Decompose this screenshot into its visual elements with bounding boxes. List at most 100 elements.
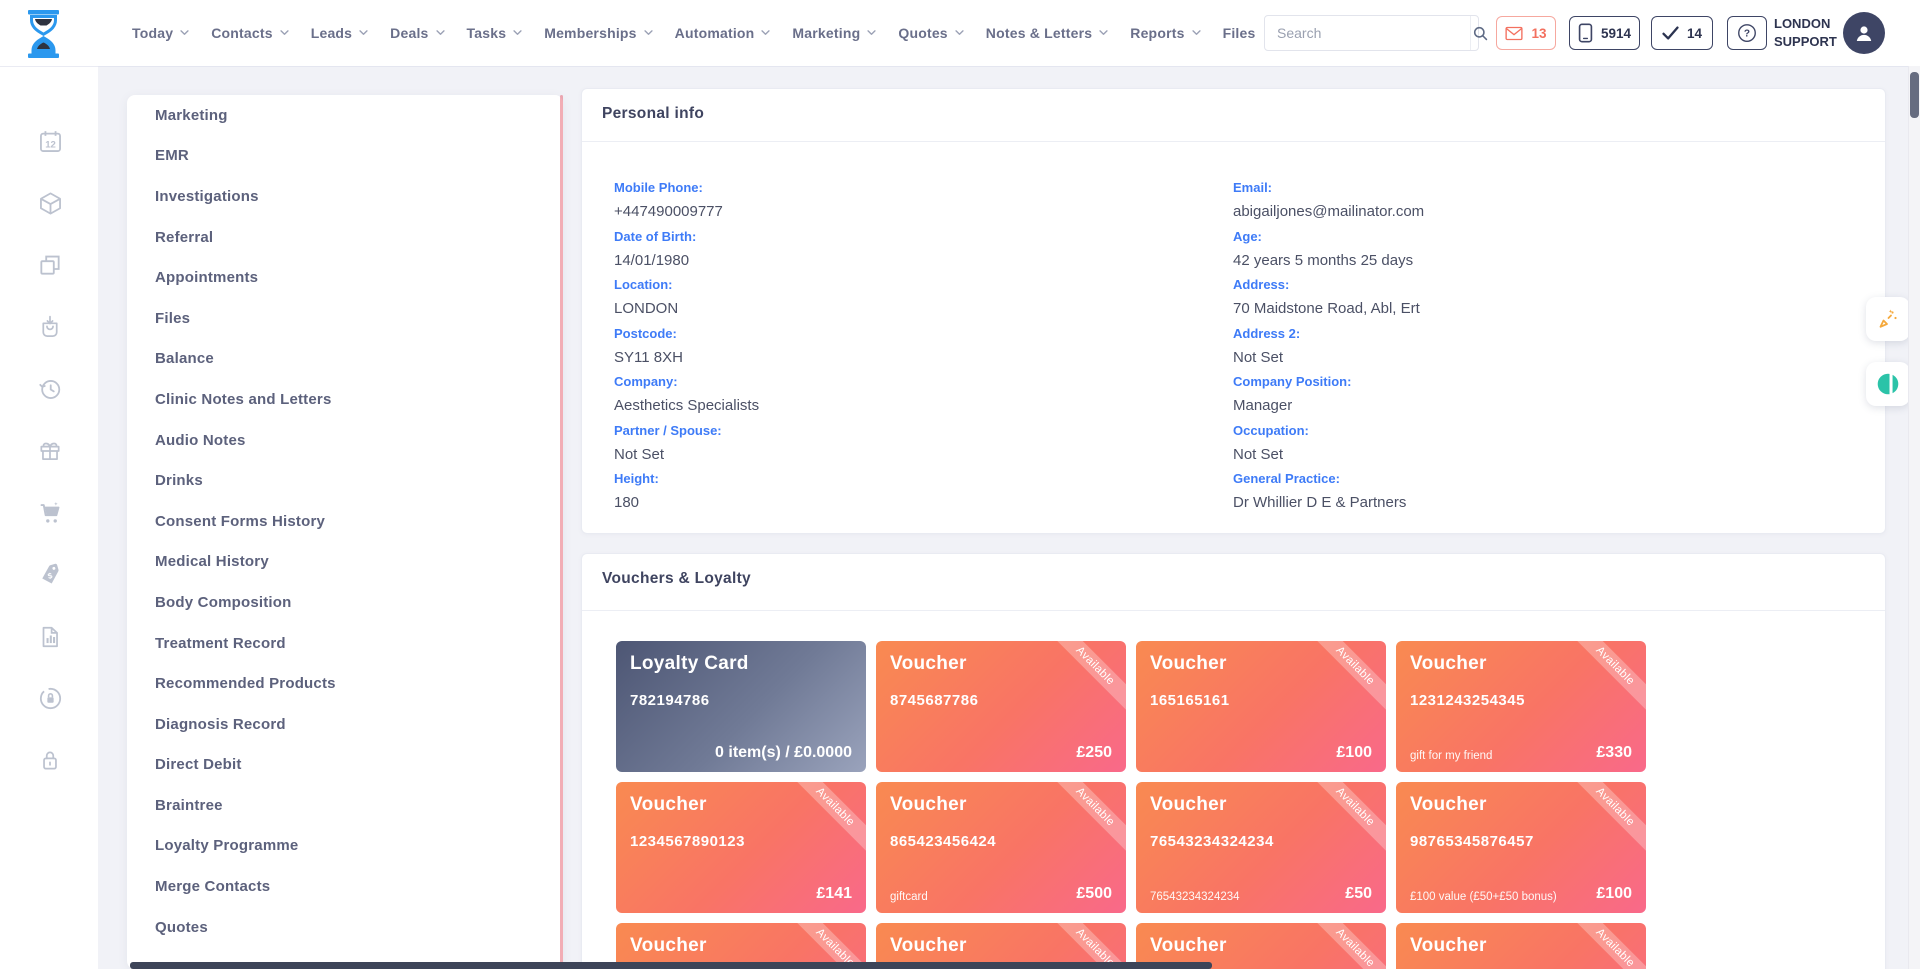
nav-item-notes-letters[interactable]: Notes & Letters xyxy=(986,25,1108,41)
app-logo[interactable] xyxy=(22,9,66,59)
sidebar-item-braintree[interactable]: Braintree xyxy=(127,785,563,826)
bag-download-icon[interactable] xyxy=(27,305,73,349)
sidebar-item-label: Investigations xyxy=(155,187,259,205)
sidebar-item-clinic-notes-and-letters[interactable]: Clinic Notes and Letters xyxy=(127,379,563,420)
person-icon xyxy=(1856,26,1872,41)
nav-item-label: Today xyxy=(132,25,174,41)
nav-item-today[interactable]: Today xyxy=(132,25,189,41)
account-location-label: LONDON SUPPORT xyxy=(1774,15,1837,50)
nav-item-memberships[interactable]: Memberships xyxy=(544,25,653,41)
support-chat-button[interactable] xyxy=(1866,362,1910,406)
nav-item-files[interactable]: Files xyxy=(1223,25,1256,41)
sidebar-item-drinks[interactable]: Drinks xyxy=(127,460,563,501)
voucher-card[interactable]: Available Voucher 1234567890123 £141 xyxy=(616,782,866,913)
horizontal-scrollbar-thumb[interactable] xyxy=(130,962,1212,969)
voucher-card[interactable]: Available Voucher 865423456424 giftcard … xyxy=(876,782,1126,913)
lock-icon[interactable] xyxy=(27,738,73,782)
voucher-card[interactable]: Available Voucher xyxy=(1396,923,1646,969)
voucher-card[interactable]: Available Voucher 98765345876457 £100 va… xyxy=(1396,782,1646,913)
voucher-card[interactable]: Available Voucher 1231243254345 gift for… xyxy=(1396,641,1646,772)
help-button[interactable]: ? xyxy=(1727,16,1767,50)
sidebar-item-quotes[interactable]: Quotes xyxy=(127,907,563,948)
sidebar-item-investigations[interactable]: Investigations xyxy=(127,176,563,217)
history-icon[interactable] xyxy=(27,367,73,411)
personal-info-right-column: Email: abigailjones@mailinator.com Age: … xyxy=(1233,180,1793,520)
price-tag-icon[interactable]: $ xyxy=(27,552,73,596)
nav-item-automation[interactable]: Automation xyxy=(675,25,771,41)
sidebar-item-direct-debit[interactable]: Direct Debit xyxy=(127,745,563,786)
voucher-card-note: giftcard xyxy=(890,891,928,903)
field-value: +447490009777 xyxy=(614,203,723,220)
sidebar-item-treatment-record[interactable]: Treatment Record xyxy=(127,623,563,664)
sidebar-item-balance[interactable]: Balance xyxy=(127,339,563,380)
user-avatar[interactable] xyxy=(1843,12,1885,54)
nav-item-deals[interactable]: Deals xyxy=(390,25,445,41)
sidebar-item-label: Audio Notes xyxy=(155,431,246,449)
voucher-card[interactable]: Available Voucher 165165161 £100 xyxy=(1136,641,1386,772)
field-label: Address: xyxy=(1233,277,1290,292)
sidebar-item-diagnosis-record[interactable]: Diagnosis Record xyxy=(127,704,563,745)
loyalty-card[interactable]: Loyalty Card 782194786 0 item(s) / £0.00… xyxy=(616,641,866,772)
chevron-down-icon xyxy=(955,30,964,35)
voucher-card[interactable]: Available Voucher 8745687786 £250 xyxy=(876,641,1126,772)
voucher-card-number: 98765345876457 xyxy=(1410,833,1534,850)
chevron-down-icon xyxy=(280,30,289,35)
report-icon[interactable] xyxy=(27,615,73,659)
nav-item-label: Contacts xyxy=(211,25,273,41)
gift-icon[interactable] xyxy=(27,429,73,473)
account-location-line1: LONDON xyxy=(1774,16,1831,31)
sidebar-item-marketing[interactable]: Marketing xyxy=(127,95,563,136)
nav-item-tasks[interactable]: Tasks xyxy=(467,25,523,41)
help-icon: ? xyxy=(1738,24,1756,42)
account-lock-icon[interactable] xyxy=(27,676,73,720)
voucher-card-footer: £141 xyxy=(630,885,852,903)
voucher-card-amount: £330 xyxy=(1596,744,1632,761)
sidebar-item-referral[interactable]: Referral xyxy=(127,217,563,258)
voucher-card-amount: £250 xyxy=(1076,744,1112,761)
sidebar-item-consent-forms-history[interactable]: Consent Forms History xyxy=(127,501,563,542)
celebration-button[interactable] xyxy=(1866,297,1910,341)
sidebar-item-label: Merge Contacts xyxy=(155,878,271,896)
field-value: 42 years 5 months 25 days xyxy=(1233,251,1414,269)
calendar-icon[interactable]: 12 xyxy=(27,119,73,163)
sidebar-item-files[interactable]: Files xyxy=(127,298,563,339)
field-label: Address 2: xyxy=(1233,325,1301,341)
search-input[interactable] xyxy=(1265,25,1470,41)
sidebar-item-medical-history[interactable]: Medical History xyxy=(127,542,563,583)
voucher-card[interactable]: Available Voucher xyxy=(1136,923,1386,969)
mail-icon xyxy=(1505,26,1524,40)
sidebar-item-appointments[interactable]: Appointments xyxy=(127,257,563,298)
messages-badge[interactable]: 13 xyxy=(1496,16,1556,50)
sidebar-item-audio-notes[interactable]: Audio Notes xyxy=(127,420,563,461)
field-value: Manager xyxy=(1233,397,1293,414)
nav-item-quotes[interactable]: Quotes xyxy=(898,25,964,41)
nav-item-contacts[interactable]: Contacts xyxy=(211,25,289,41)
tasks-badge[interactable]: 14 xyxy=(1651,16,1713,50)
sidebar-item-recommended-products[interactable]: Recommended Products xyxy=(127,663,563,704)
copy-icon[interactable] xyxy=(27,243,73,287)
sms-badge[interactable]: 5914 xyxy=(1569,16,1640,50)
vertical-scrollbar-thumb[interactable] xyxy=(1910,72,1919,118)
sidebar-item-body-composition[interactable]: Body Composition xyxy=(127,582,563,623)
nav-item-leads[interactable]: Leads xyxy=(311,25,368,41)
voucher-card[interactable]: Available Voucher xyxy=(876,923,1126,969)
voucher-card[interactable]: Available Voucher xyxy=(616,923,866,969)
nav-item-marketing[interactable]: Marketing xyxy=(792,25,876,41)
cart-icon[interactable] xyxy=(27,491,73,535)
global-search xyxy=(1264,15,1488,51)
vertical-scrollbar[interactable] xyxy=(1908,66,1920,969)
search-button[interactable] xyxy=(1470,16,1490,50)
sidebar-item-emr[interactable]: EMR xyxy=(127,136,563,177)
sidebar-item-loyalty-programme[interactable]: Loyalty Programme xyxy=(127,826,563,867)
menu-scrollbar[interactable] xyxy=(560,95,563,969)
voucher-card-title: Voucher xyxy=(890,794,967,815)
field-value: Not Set xyxy=(1233,445,1284,463)
field-label: Occupation: xyxy=(1233,422,1309,438)
sidebar-item-merge-contacts[interactable]: Merge Contacts xyxy=(127,866,563,907)
nav-item-reports[interactable]: Reports xyxy=(1130,25,1201,41)
voucher-card[interactable]: Available Voucher 76543234324234 7654323… xyxy=(1136,782,1386,913)
field-label: Email: xyxy=(1233,180,1273,195)
sidebar-item-label: Balance xyxy=(155,350,214,368)
info-field-age: Age: 42 years 5 months 25 days xyxy=(1233,229,1793,270)
package-icon[interactable] xyxy=(27,181,73,225)
